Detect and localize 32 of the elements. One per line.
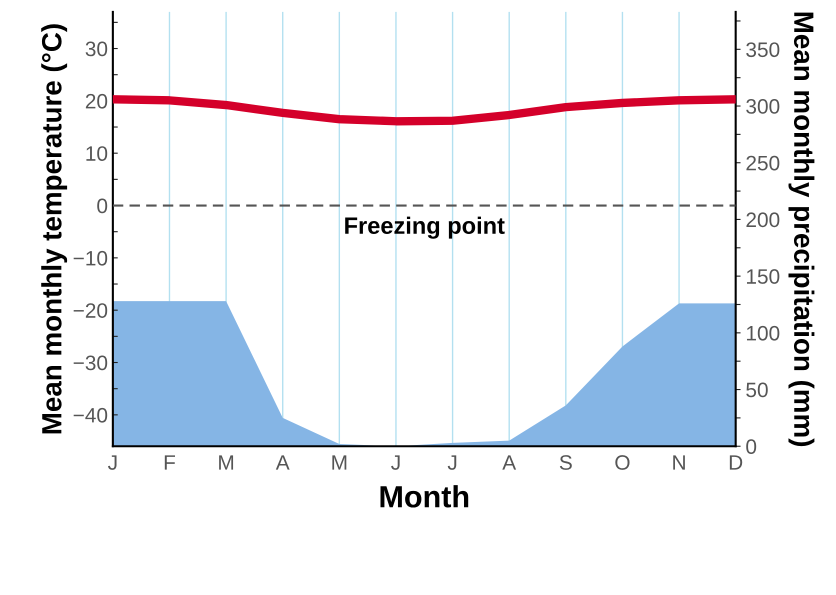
- x-tick-label: A: [502, 455, 516, 470]
- y-tick-label: −30: [74, 356, 108, 370]
- x-tick-label: J: [448, 455, 456, 470]
- y-tick-label: 30: [86, 42, 108, 56]
- x-tick-label: M: [332, 455, 346, 470]
- x-tick-label: F: [164, 455, 176, 470]
- y2-tick-label: 350: [746, 42, 780, 58]
- y-tick-label: 0: [97, 198, 108, 214]
- y2-axis-title: Mean monthly precipitation (mm): [788, 12, 814, 446]
- y2-tick-label: 300: [746, 99, 780, 114]
- x-tick-label: D: [730, 455, 742, 470]
- y2-tick-label: 100: [746, 326, 780, 341]
- y-tick-label: −40: [74, 408, 108, 423]
- x-tick-label: A: [276, 455, 290, 470]
- y-axis-title: Mean monthly temperature (°C): [41, 24, 68, 434]
- y2-tick-label: 150: [746, 269, 780, 284]
- y-tick-label: −10: [74, 250, 108, 266]
- y-tick-label: 10: [86, 146, 108, 161]
- y2-tick-label: 50: [746, 382, 768, 398]
- x-tick-label: M: [219, 455, 234, 470]
- x-tick-label: N: [673, 455, 685, 470]
- y-tick-label: −20: [74, 303, 108, 318]
- y-tick-label: 20: [86, 94, 108, 109]
- x-tick-label: J: [108, 455, 117, 470]
- x-tick-label: O: [615, 455, 630, 470]
- x-axis-title: Month: [380, 485, 468, 508]
- y2-tick-label: 0: [746, 439, 756, 454]
- ref-line-label: Freezing point: [345, 216, 505, 239]
- y2-tick-label: 200: [746, 212, 780, 228]
- x-tick-label: J: [391, 455, 400, 470]
- y2-tick-label: 250: [746, 156, 780, 170]
- x-tick-label: S: [560, 455, 572, 470]
